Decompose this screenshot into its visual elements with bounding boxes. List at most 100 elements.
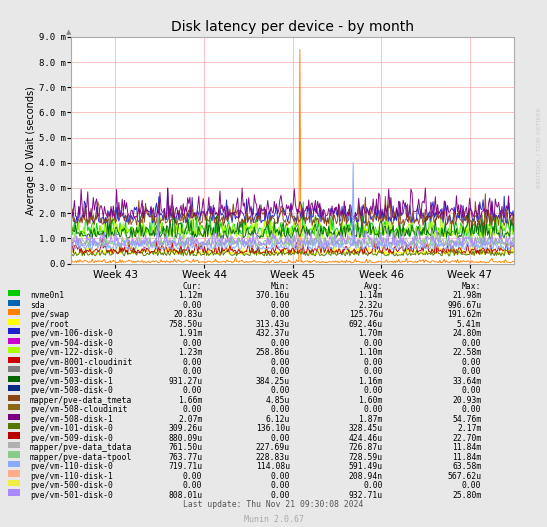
Text: 0.00: 0.00: [270, 339, 290, 348]
Text: pve/vm-503-disk-1: pve/vm-503-disk-1: [30, 377, 113, 386]
Text: 1.87m: 1.87m: [358, 415, 383, 424]
Text: pve/vm-122-disk-0: pve/vm-122-disk-0: [30, 348, 113, 357]
Text: 384.25u: 384.25u: [256, 377, 290, 386]
Text: 1.12m: 1.12m: [178, 291, 202, 300]
Text: 931.27u: 931.27u: [168, 377, 202, 386]
Text: 0.00: 0.00: [270, 472, 290, 481]
Y-axis label: Average IO Wait (seconds): Average IO Wait (seconds): [26, 86, 36, 214]
Text: 0.00: 0.00: [462, 358, 481, 367]
Text: RRDTOOL / TOBI OETIKER: RRDTOOL / TOBI OETIKER: [536, 107, 542, 188]
Text: 11.84m: 11.84m: [452, 453, 481, 462]
Text: 0.00: 0.00: [270, 310, 290, 319]
Text: pve/vm-508-disk-0: pve/vm-508-disk-0: [30, 386, 113, 395]
Text: 328.45u: 328.45u: [349, 424, 383, 433]
Text: ▲: ▲: [66, 30, 72, 36]
Text: 0.00: 0.00: [363, 386, 383, 395]
Text: 0.00: 0.00: [363, 481, 383, 490]
Text: 208.94n: 208.94n: [349, 472, 383, 481]
Text: 808.01u: 808.01u: [168, 491, 202, 500]
Text: 227.69u: 227.69u: [256, 443, 290, 452]
Text: 0.00: 0.00: [183, 386, 202, 395]
Text: 0.00: 0.00: [363, 367, 383, 376]
Text: 5.41m: 5.41m: [457, 320, 481, 329]
Text: pve/vm-508-cloudinit: pve/vm-508-cloudinit: [30, 405, 127, 414]
Text: 880.09u: 880.09u: [168, 434, 202, 443]
Text: mapper/pve-data_tdata: mapper/pve-data_tdata: [30, 443, 132, 452]
Text: 591.49u: 591.49u: [349, 462, 383, 471]
Text: 2.07m: 2.07m: [178, 415, 202, 424]
Text: 22.70m: 22.70m: [452, 434, 481, 443]
Text: 125.76u: 125.76u: [349, 310, 383, 319]
Text: pve/vm-500-disk-0: pve/vm-500-disk-0: [30, 481, 113, 490]
Text: 0.00: 0.00: [183, 367, 202, 376]
Text: pve/vm-509-disk-0: pve/vm-509-disk-0: [30, 434, 113, 443]
Text: 1.16m: 1.16m: [358, 377, 383, 386]
Text: 0.00: 0.00: [183, 339, 202, 348]
Text: 0.00: 0.00: [183, 358, 202, 367]
Text: Munin 2.0.67: Munin 2.0.67: [243, 515, 304, 524]
Text: 1.23m: 1.23m: [178, 348, 202, 357]
Text: 54.76m: 54.76m: [452, 415, 481, 424]
Text: 1.60m: 1.60m: [358, 396, 383, 405]
Text: 0.00: 0.00: [270, 301, 290, 310]
Text: pve/vm-501-disk-0: pve/vm-501-disk-0: [30, 491, 113, 500]
Text: 0.00: 0.00: [270, 405, 290, 414]
Text: 33.64m: 33.64m: [452, 377, 481, 386]
Text: 692.46u: 692.46u: [349, 320, 383, 329]
Text: pve/swap: pve/swap: [30, 310, 69, 319]
Text: 63.58m: 63.58m: [452, 462, 481, 471]
Text: 932.71u: 932.71u: [349, 491, 383, 500]
Text: mapper/pve-data-tpool: mapper/pve-data-tpool: [30, 453, 132, 462]
Text: 424.46u: 424.46u: [349, 434, 383, 443]
Text: 758.50u: 758.50u: [168, 320, 202, 329]
Text: 313.43u: 313.43u: [256, 320, 290, 329]
Text: 728.59u: 728.59u: [349, 453, 383, 462]
Text: 0.00: 0.00: [270, 434, 290, 443]
Text: 309.26u: 309.26u: [168, 424, 202, 433]
Text: 1.10m: 1.10m: [358, 348, 383, 357]
Text: Max:: Max:: [462, 282, 481, 291]
Text: 726.87u: 726.87u: [349, 443, 383, 452]
Text: Min:: Min:: [270, 282, 290, 291]
Text: Last update: Thu Nov 21 09:30:08 2024: Last update: Thu Nov 21 09:30:08 2024: [183, 500, 364, 509]
Text: 114.08u: 114.08u: [256, 462, 290, 471]
Text: nvme0n1: nvme0n1: [30, 291, 64, 300]
Text: 0.00: 0.00: [270, 367, 290, 376]
Text: pve/root: pve/root: [30, 320, 69, 329]
Text: 2.32u: 2.32u: [358, 301, 383, 310]
Text: 6.12u: 6.12u: [265, 415, 290, 424]
Text: 567.62u: 567.62u: [447, 472, 481, 481]
Text: 432.37u: 432.37u: [256, 329, 290, 338]
Text: 719.71u: 719.71u: [168, 462, 202, 471]
Text: 996.67u: 996.67u: [447, 301, 481, 310]
Text: 0.00: 0.00: [462, 386, 481, 395]
Text: 0.00: 0.00: [183, 481, 202, 490]
Text: 0.00: 0.00: [363, 358, 383, 367]
Text: 763.77u: 763.77u: [168, 453, 202, 462]
Text: 2.17m: 2.17m: [457, 424, 481, 433]
Text: 0.00: 0.00: [363, 339, 383, 348]
Text: 258.86u: 258.86u: [256, 348, 290, 357]
Text: mapper/pve-data_tmeta: mapper/pve-data_tmeta: [30, 396, 132, 405]
Text: 761.50u: 761.50u: [168, 443, 202, 452]
Text: pve/vm-503-disk-0: pve/vm-503-disk-0: [30, 367, 113, 376]
Text: 0.00: 0.00: [462, 339, 481, 348]
Text: pve/vm-8001-cloudinit: pve/vm-8001-cloudinit: [30, 358, 132, 367]
Text: 20.93m: 20.93m: [452, 396, 481, 405]
Text: 0.00: 0.00: [183, 405, 202, 414]
Text: 0.00: 0.00: [462, 481, 481, 490]
Text: 228.83u: 228.83u: [256, 453, 290, 462]
Text: 20.83u: 20.83u: [173, 310, 202, 319]
Text: 191.62m: 191.62m: [447, 310, 481, 319]
Text: sda: sda: [30, 301, 45, 310]
Text: 1.70m: 1.70m: [358, 329, 383, 338]
Text: 0.00: 0.00: [363, 405, 383, 414]
Text: pve/vm-110-disk-1: pve/vm-110-disk-1: [30, 472, 113, 481]
Title: Disk latency per device - by month: Disk latency per device - by month: [171, 21, 414, 34]
Text: pve/vm-508-disk-1: pve/vm-508-disk-1: [30, 415, 113, 424]
Text: 1.91m: 1.91m: [178, 329, 202, 338]
Text: Avg:: Avg:: [363, 282, 383, 291]
Text: pve/vm-106-disk-0: pve/vm-106-disk-0: [30, 329, 113, 338]
Text: 0.00: 0.00: [462, 367, 481, 376]
Text: 370.16u: 370.16u: [256, 291, 290, 300]
